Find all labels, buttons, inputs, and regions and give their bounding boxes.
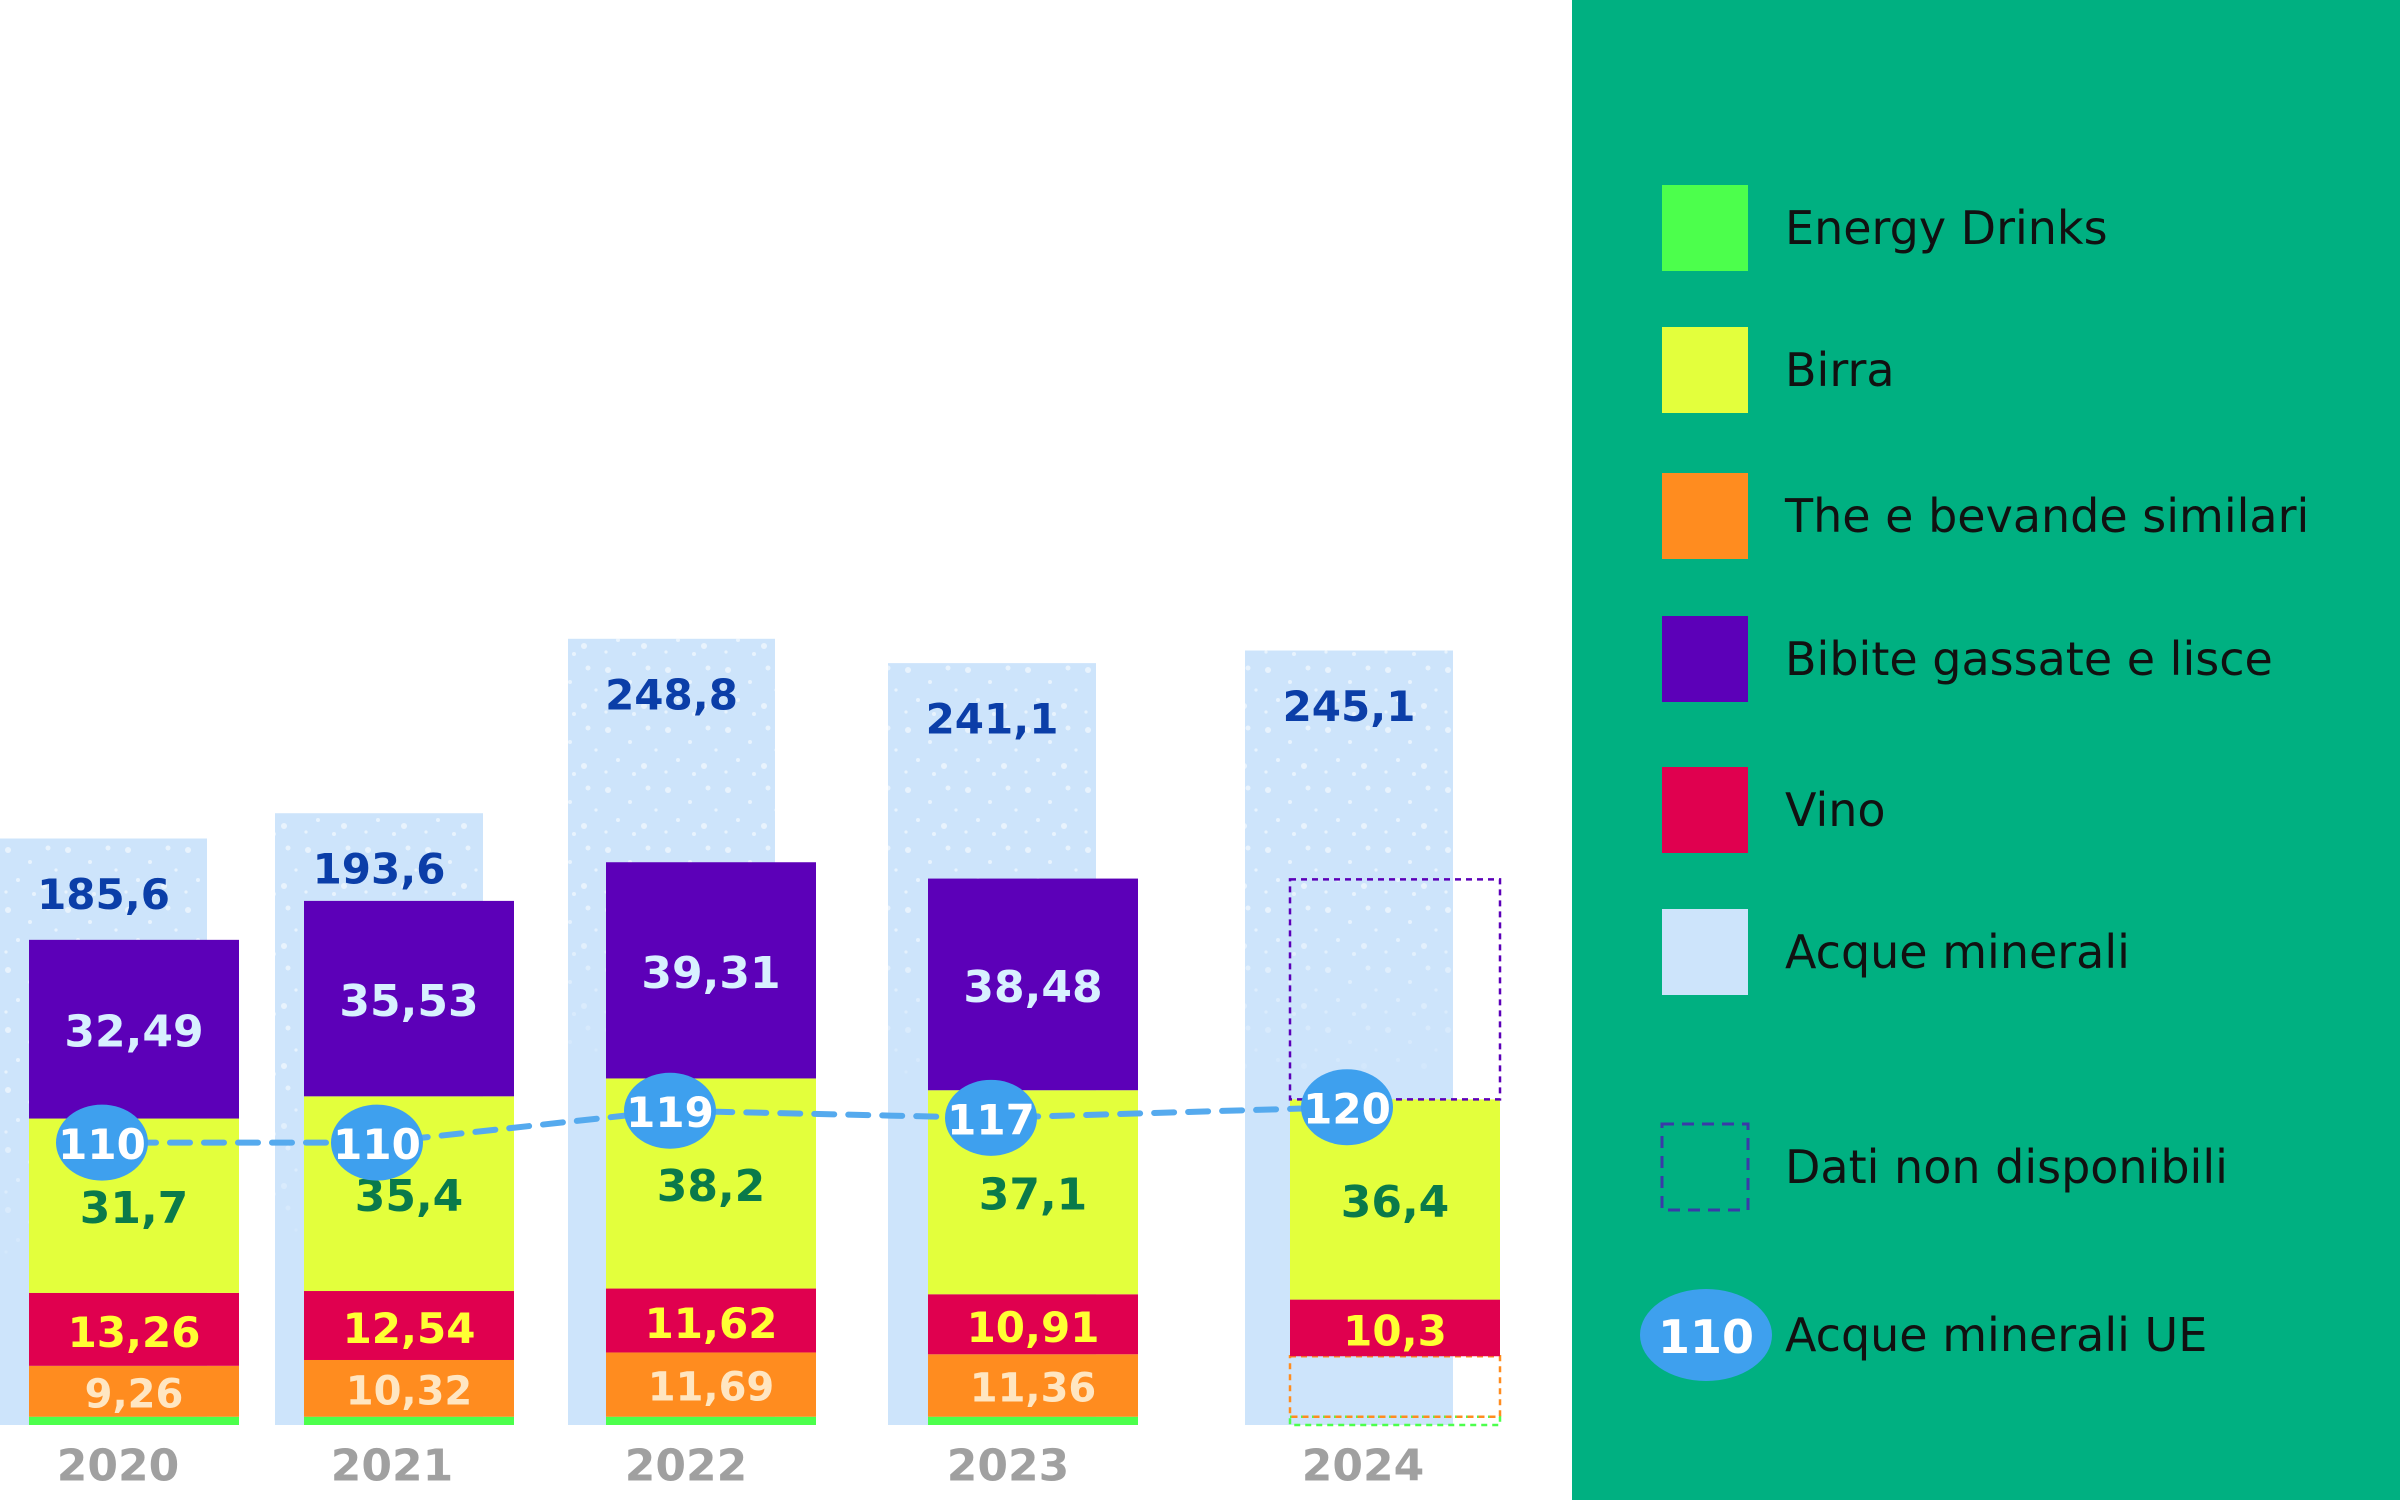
data-label-the-e-bevande-similari-2023: 11,36 [970,1366,1097,1412]
bar-energy-drinks-2020 [29,1416,239,1425]
mineral-water-total-label-2022: 248,8 [605,670,738,719]
legend-label-dati-non-disponibili: Dati non disponibili [1785,1140,2228,1194]
bar-bibite-gassate-e-lisce-2021 [304,900,514,1097]
bar-vino-2021 [304,1291,514,1360]
legend-label-energy-drinks: Energy Drinks [1785,201,2108,255]
mineral-water-total-label-2020: 185,6 [37,870,170,919]
eu-badge-2022 [624,1072,716,1149]
legend-label-bibite-gassate-e-lisce: Bibite gassate e lisce [1785,632,2273,686]
legend-badge-label-acque-minerali-ue: 110 [1658,1310,1754,1364]
legend-swatch-vino [1662,767,1748,853]
data-label-birra-2022: 38,2 [657,1161,766,1212]
data-label-bibite-gassate-e-lisce-2023: 38,48 [963,962,1102,1013]
data-label-birra-2020: 31,7 [80,1183,189,1234]
x-tick-label-2022: 2022 [625,1441,747,1492]
eu-badge-2024 [1301,1069,1393,1146]
legend-swatch-bibite-gassate-e-lisce [1662,616,1748,702]
bar-vino-2020 [29,1292,239,1366]
data-label-birra-2024: 36,4 [1341,1177,1450,1228]
mineral-water-total-label-2023: 241,1 [926,695,1059,744]
missing-data-outline-bibite-gassate-e-lisce-2024 [1288,878,1502,1101]
legend-swatch-acque-minerali-ue [1640,1289,1772,1381]
legend-label-vino: Vino [1785,783,1886,837]
data-label-bibite-gassate-e-lisce-2022: 39,31 [641,948,780,999]
bar-energy-drinks-2021 [304,1416,514,1425]
data-label-bibite-gassate-e-lisce-2020: 32,49 [64,1007,203,1058]
bar-energy-drinks-2022 [606,1416,816,1425]
bar-the-e-bevande-similari-2020 [29,1365,239,1417]
legend-swatch-dati-non-disponibili [1660,1122,1750,1212]
x-tick-label-2021: 2021 [331,1441,453,1492]
eu-badge-label-2021: 110 [333,1120,421,1169]
eu-badge-label-2022: 119 [626,1088,714,1137]
legend-swatch-birra [1662,327,1748,413]
bar-vino-2023 [928,1294,1138,1355]
eu-badge-label-2023: 117 [947,1095,1035,1144]
data-label-vino-2021: 12,54 [343,1304,476,1353]
legend-swatch-the-e-bevande-similari [1662,473,1748,559]
data-label-bibite-gassate-e-lisce-2021: 35,53 [339,976,478,1027]
data-label-the-e-bevande-similari-2020: 9,26 [85,1371,184,1417]
x-tick-label-2020: 2020 [57,1441,179,1492]
bar-bibite-gassate-e-lisce-2023 [928,878,1138,1091]
legend-label-acque-minerali: Acque minerali [1785,925,2130,979]
bar-bibite-gassate-e-lisce-2020 [29,939,239,1119]
x-tick-label-2023: 2023 [947,1441,1069,1492]
eu-badge-2023 [945,1079,1037,1156]
data-label-vino-2024: 10,3 [1343,1306,1447,1355]
eu-badge-2020 [56,1104,148,1181]
eu-badge-label-2024: 120 [1303,1085,1391,1134]
legend-label-birra: Birra [1785,343,1895,397]
bar-energy-drinks-2023 [928,1416,1138,1425]
bar-the-e-bevande-similari-2023 [928,1354,1138,1417]
legend-label-the-e-bevande-similari: The e bevande similari [1784,489,2309,543]
x-tick-label-2024: 2024 [1302,1441,1424,1492]
eu-badge-label-2020: 110 [58,1120,146,1169]
mineral-water-total-label-2021: 193,6 [313,845,446,894]
data-label-the-e-bevande-similari-2022: 11,69 [648,1365,775,1411]
legend-label-acque-minerali-ue: Acque minerali UE [1785,1308,2207,1362]
eu-badge-2021 [331,1104,423,1181]
bar-vino-2024 [1290,1299,1500,1357]
legend-swatch-acque-minerali [1662,909,1748,995]
bar-bibite-gassate-e-lisce-2022 [606,862,816,1079]
bar-the-e-bevande-similari-2021 [304,1359,514,1417]
data-label-the-e-bevande-similari-2021: 10,32 [346,1368,473,1414]
eu-mineral-water-line [99,1104,1350,1146]
data-label-vino-2022: 11,62 [645,1299,778,1348]
bar-the-e-bevande-similari-2022 [606,1352,816,1417]
legend-swatch-energy-drinks [1662,185,1748,271]
data-label-vino-2023: 10,91 [967,1303,1100,1352]
data-label-birra-2023: 37,1 [979,1170,1088,1221]
bar-vino-2022 [606,1288,816,1353]
mineral-water-total-label-2024: 245,1 [1283,682,1416,731]
data-label-vino-2020: 13,26 [68,1308,201,1357]
